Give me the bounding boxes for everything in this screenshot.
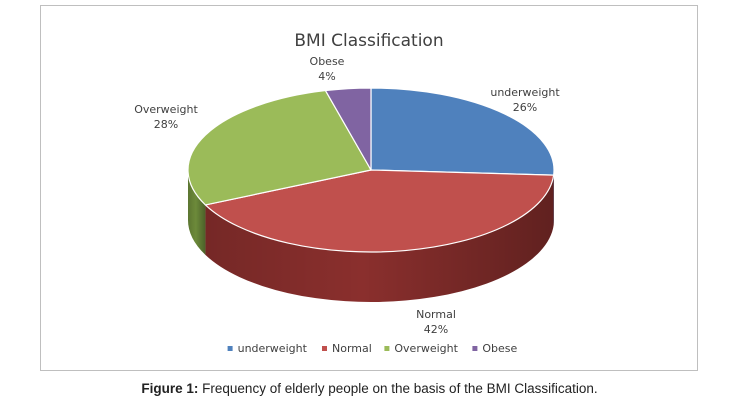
legend-label-underweight: underweight bbox=[238, 342, 308, 355]
chart-frame: BMI Classification underweight 26% Normal 4… bbox=[40, 5, 698, 371]
pie-slice-normal bbox=[204, 169, 555, 253]
legend-label-obese: Obese bbox=[482, 342, 517, 355]
slice-percent-obese: 4% bbox=[318, 70, 335, 83]
slice-label-obese: Obese bbox=[310, 55, 345, 68]
figure-caption: Figure 1: Frequency of elderly people on… bbox=[0, 381, 739, 396]
pie-labels: underweight 26% Normal 42% Overweight 28% Obes… bbox=[134, 55, 560, 336]
pie-slice-obese bbox=[324, 87, 372, 171]
slice-label-normal: Normal bbox=[416, 308, 456, 321]
legend-label-overweight: Overweight bbox=[394, 342, 458, 355]
legend-swatch-overweight bbox=[384, 346, 390, 351]
slice-label-underweight: underweight bbox=[490, 86, 560, 99]
pie-tops bbox=[187, 87, 555, 253]
caption-text: Frequency of elderly people on the basis… bbox=[202, 381, 598, 396]
slice-label-overweight: Overweight bbox=[134, 103, 198, 116]
caption-label: Figure 1: bbox=[141, 381, 199, 396]
pie-slice-underweight bbox=[370, 87, 555, 176]
pie-chart: BMI Classification underweight 26% Normal 4… bbox=[134, 31, 560, 355]
legend-swatch-underweight bbox=[227, 346, 233, 351]
pie-side-shade-normal bbox=[205, 175, 554, 302]
slice-percent-overweight: 28% bbox=[154, 118, 178, 131]
slice-percent-underweight: 26% bbox=[513, 101, 537, 114]
legend-swatch-obese bbox=[472, 346, 478, 351]
pie-sides bbox=[188, 170, 554, 302]
legend: underweight Normal Overweight Obese bbox=[227, 342, 518, 355]
pie-side-shade-overweight bbox=[188, 170, 206, 255]
legend-swatch-normal bbox=[322, 346, 327, 351]
pie-slice-overweight bbox=[187, 89, 372, 206]
chart-title: BMI Classification bbox=[294, 31, 443, 51]
slice-percent-normal: 42% bbox=[424, 323, 448, 336]
legend-label-normal: Normal bbox=[332, 342, 372, 355]
